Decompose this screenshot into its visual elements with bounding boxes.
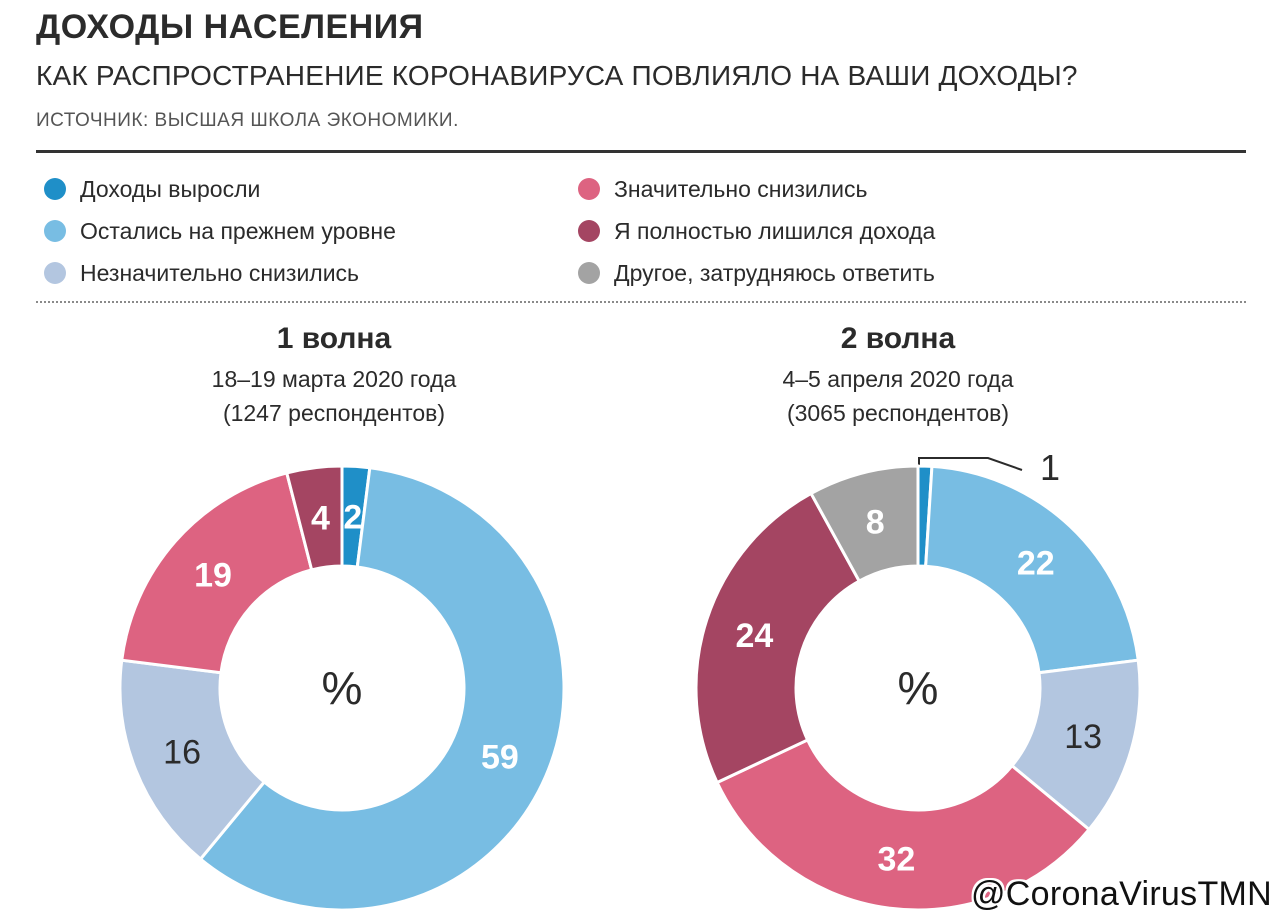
- legend-label: Доходы выросли: [80, 175, 261, 202]
- wave-2-slice-5: [809, 464, 920, 584]
- page-subtitle: КАК РАСПРОСТРАНЕНИЕ КОРОНАВИРУСА ПОВЛИЯЛ…: [36, 60, 1078, 91]
- legend-swatch: [44, 220, 66, 242]
- page-title: ДОХОДЫ НАСЕЛЕНИЯ: [36, 8, 424, 46]
- wave-1-slice-3: [120, 471, 314, 675]
- legend-swatch: [44, 178, 66, 200]
- wave-1-data-label-0: 2: [343, 498, 362, 536]
- legend-label: Незначительно снизились: [80, 259, 360, 286]
- wave-2-slice-4: [694, 491, 862, 785]
- wave-2-slice-3: [715, 737, 1092, 912]
- legend-item-slightly-decreased: Незначительно снизились: [44, 252, 396, 294]
- header-divider: [36, 150, 1246, 153]
- wave-1-data-label-2: 16: [163, 733, 201, 771]
- legend-item-same-level: Остались на прежнем уровне: [44, 210, 396, 252]
- legend-label: Я полностью лишился дохода: [614, 217, 936, 244]
- legend-item-other: Другое, затрудняюсь ответить: [578, 252, 935, 294]
- wave-1-center-label: %: [322, 662, 363, 714]
- wave-2-respondents: (3065 респондентов): [786, 400, 1010, 426]
- legend-item-income-grew: Доходы выросли: [44, 168, 396, 210]
- wave-2-data-label-2: 13: [1064, 718, 1102, 756]
- legend-label: Значительно снизились: [614, 175, 868, 202]
- wave-2-header: 2 волна 4–5 апреля 2020 года (3065 респо…: [648, 322, 1148, 430]
- legend-swatch: [578, 220, 600, 242]
- wave-1-data-label-1: 59: [481, 738, 519, 776]
- wave-2-dates: 4–5 апреля 2020 года: [782, 366, 1014, 392]
- wave-2-slice-1: [924, 464, 1140, 675]
- legend-swatch: [578, 178, 600, 200]
- wave-1-respondents: (1247 респондентов): [222, 400, 446, 426]
- source-note: ИСТОЧНИК: ВЫСШАЯ ШКОЛА ЭКОНОМИКИ.: [36, 110, 459, 131]
- legend-swatch: [44, 262, 66, 284]
- wave-1-title: 1 волна: [276, 322, 392, 355]
- legend-label: Другое, затрудняюсь ответить: [614, 259, 935, 286]
- wave-1-dates: 18–19 марта 2020 года: [211, 366, 457, 392]
- legend-label: Остались на прежнем уровне: [80, 217, 396, 244]
- legend-column-right: Значительно снизились Я полностью лишилс…: [578, 168, 935, 294]
- wave-2-data-label-5: 8: [866, 503, 885, 541]
- wave-2-data-label-4: 24: [736, 617, 774, 655]
- watermark: @CoronaVirusTMN: [970, 875, 1272, 913]
- legend-divider: [36, 301, 1246, 303]
- legend-column-left: Доходы выросли Остались на прежнем уровн…: [44, 168, 396, 294]
- wave-2-center-label: %: [898, 662, 939, 714]
- legend-item-lost-income: Я полностью лишился дохода: [578, 210, 935, 252]
- wave-1-data-label-3: 19: [194, 556, 232, 594]
- wave-1-header: 1 волна 18–19 марта 2020 года (1247 респ…: [84, 322, 584, 430]
- wave-2-title: 2 волна: [840, 322, 956, 355]
- wave-2-data-label-3: 32: [878, 841, 916, 879]
- wave-1-data-label-4: 4: [311, 499, 330, 537]
- wave-2-data-label-1: 22: [1017, 545, 1055, 583]
- wave-1-slice-1: [198, 466, 566, 912]
- wave-2-callout-line: [918, 457, 1023, 471]
- wave-1-slice-4: [284, 464, 344, 572]
- legend-item-significantly-decreased: Значительно снизились: [578, 168, 935, 210]
- legend-swatch: [578, 262, 600, 284]
- wave-2-data-label-0: 1: [1040, 447, 1060, 488]
